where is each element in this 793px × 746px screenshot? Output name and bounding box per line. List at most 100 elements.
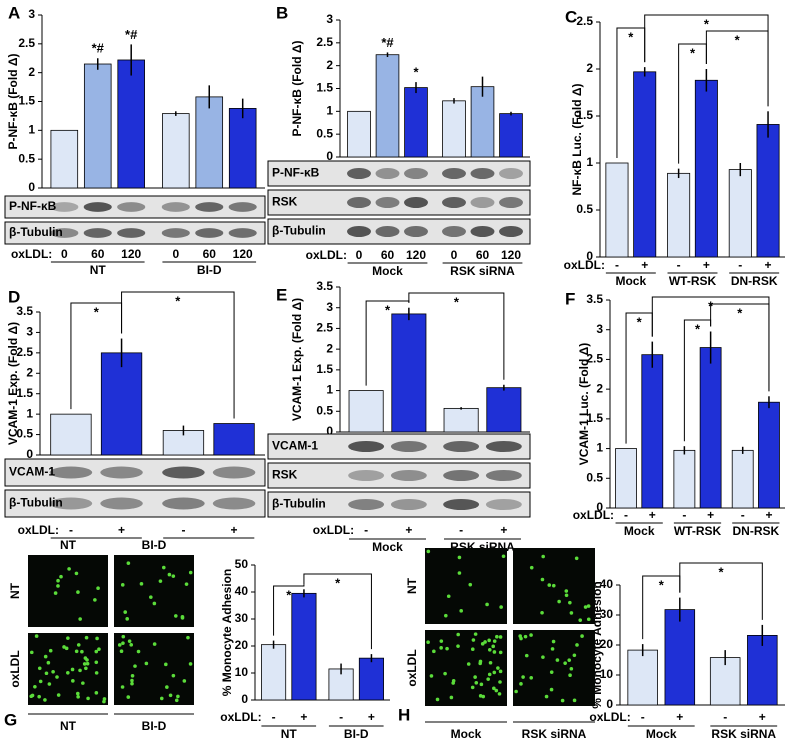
significance-mark: *# bbox=[125, 27, 138, 42]
y-tick-label: 1.5 bbox=[586, 411, 603, 425]
significance-mark: *# bbox=[92, 41, 105, 56]
y-tick-label: 1 bbox=[326, 104, 333, 118]
x-tick-label: 60 bbox=[203, 247, 217, 261]
cell bbox=[176, 694, 180, 699]
y-tick-label: 2 bbox=[26, 365, 33, 379]
micrograph bbox=[114, 555, 194, 627]
y-tick-label: 0.5 bbox=[18, 151, 35, 165]
cell bbox=[435, 697, 440, 702]
bar bbox=[756, 124, 780, 258]
significance-bracket bbox=[273, 584, 305, 636]
blot-band bbox=[443, 470, 480, 481]
y-tick-label: 2.5 bbox=[576, 14, 593, 28]
cell bbox=[564, 593, 569, 598]
x-tick-label: - bbox=[641, 710, 645, 724]
bar bbox=[699, 347, 722, 509]
significance-mark: * bbox=[735, 32, 741, 47]
cell bbox=[485, 602, 489, 607]
x-tick-label: 60 bbox=[476, 248, 490, 262]
x-tick-label: 120 bbox=[406, 248, 426, 262]
cell bbox=[471, 638, 476, 642]
blot bbox=[4, 195, 266, 219]
cell bbox=[85, 658, 89, 662]
blot-band bbox=[443, 441, 480, 452]
blot-label: P-NF-κB bbox=[9, 199, 57, 213]
blot-band bbox=[485, 470, 522, 481]
x-tick-label: 60 bbox=[381, 248, 395, 262]
panel-letter: E bbox=[276, 285, 287, 304]
cell bbox=[47, 682, 52, 686]
bar bbox=[50, 129, 79, 189]
cell bbox=[501, 554, 506, 559]
y-tick-label: 0 bbox=[26, 447, 33, 461]
cell bbox=[456, 632, 460, 637]
cell bbox=[529, 565, 534, 570]
y-axis-label: VCAM-1 Exp. (Fold Δ) bbox=[290, 298, 304, 421]
cell bbox=[125, 617, 129, 621]
cell bbox=[133, 664, 137, 668]
bar bbox=[291, 592, 317, 701]
y-tick-label: 20 bbox=[235, 638, 249, 652]
blot-band bbox=[499, 197, 523, 208]
y-tick-label: 3 bbox=[28, 7, 35, 21]
cell bbox=[572, 653, 577, 658]
significance-mark: * bbox=[637, 314, 643, 329]
y-tick-label: 3 bbox=[596, 322, 603, 336]
y-tick-label: 2 bbox=[326, 341, 333, 355]
significance-bracket bbox=[303, 573, 372, 650]
blot-band bbox=[404, 226, 428, 237]
x-tick-label: - bbox=[364, 523, 368, 537]
cell bbox=[549, 687, 554, 692]
blot-band bbox=[404, 168, 428, 179]
bar bbox=[83, 63, 112, 189]
cell bbox=[84, 635, 89, 640]
cell bbox=[182, 679, 187, 683]
blot-band bbox=[83, 202, 112, 212]
cell bbox=[487, 672, 492, 677]
blot-band bbox=[83, 228, 112, 238]
x-tick-label: - bbox=[615, 258, 619, 272]
x-tick-label: + bbox=[300, 710, 307, 724]
panel-letter: B bbox=[276, 3, 288, 22]
y-tick-label: 30 bbox=[235, 611, 249, 625]
cell bbox=[130, 673, 135, 678]
micrograph bbox=[28, 555, 108, 627]
blot-band bbox=[348, 499, 385, 510]
y-axis-label: P-NF-κB (Fold Δ) bbox=[6, 54, 20, 150]
blot-band bbox=[470, 197, 495, 208]
cell bbox=[496, 666, 500, 670]
y-tick-label: 0.5 bbox=[316, 126, 333, 140]
cell bbox=[470, 647, 475, 652]
y-tick-label: 1.5 bbox=[316, 362, 333, 376]
cell bbox=[498, 650, 503, 655]
cell bbox=[37, 694, 41, 699]
blot-band bbox=[161, 228, 190, 238]
bar bbox=[195, 96, 224, 189]
x-axis-label: oxLDL: bbox=[11, 247, 52, 261]
cell bbox=[470, 685, 475, 690]
cell bbox=[486, 677, 490, 681]
bar bbox=[758, 401, 780, 509]
cell bbox=[572, 698, 577, 703]
blot-band bbox=[347, 197, 371, 208]
cell bbox=[578, 618, 583, 622]
cell bbox=[541, 554, 545, 559]
cell bbox=[514, 689, 518, 694]
x-tick-label: - bbox=[738, 258, 742, 272]
cell bbox=[161, 565, 166, 570]
y-tick-label: 2.5 bbox=[316, 35, 333, 49]
significance-mark: * bbox=[737, 305, 743, 320]
y-tick-label: 2.5 bbox=[586, 352, 603, 366]
cell bbox=[56, 693, 61, 697]
x-axis-label: oxLDL: bbox=[564, 258, 605, 272]
significance-bracket bbox=[705, 30, 769, 107]
cell bbox=[575, 643, 579, 647]
y-tick-label: 3 bbox=[326, 300, 333, 314]
cell bbox=[492, 650, 497, 654]
cell bbox=[563, 661, 567, 665]
blot-band bbox=[228, 228, 257, 238]
cell bbox=[33, 684, 37, 689]
blot-band bbox=[375, 168, 400, 179]
cell bbox=[78, 668, 82, 673]
bar bbox=[499, 113, 523, 158]
